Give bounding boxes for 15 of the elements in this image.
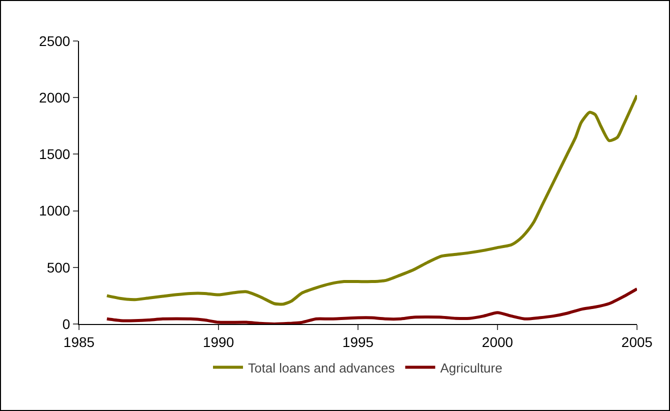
y-tick-label: 2000	[39, 90, 70, 106]
x-tick-label: 2000	[482, 334, 514, 350]
x-tick-label: 2005	[621, 334, 653, 350]
legend-label: Agriculture	[440, 360, 502, 376]
x-tick-label: 1995	[342, 334, 374, 350]
line-series	[105, 94, 637, 306]
x-tick-label: 1990	[202, 334, 234, 350]
line-series	[105, 287, 637, 324]
legend-label: Total loans and advances	[248, 360, 396, 376]
y-tick-label: 1500	[39, 146, 70, 162]
y-tick-label: 500	[46, 259, 70, 276]
x-tick-label: 1985	[63, 334, 95, 350]
y-tick-label: 2500	[39, 32, 70, 49]
y-tick-label: 0	[62, 316, 70, 332]
y-tick-label: 1000	[39, 202, 70, 219]
